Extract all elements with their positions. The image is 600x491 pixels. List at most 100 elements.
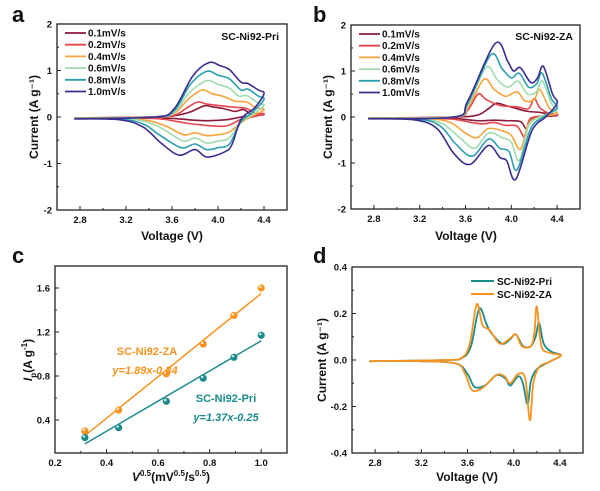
legend-label-b-0: 0.1mV/s	[382, 30, 420, 41]
sample-label-b: SC-Ni92-ZA	[515, 31, 573, 43]
data-point-sc-ni92-pri-4	[230, 353, 238, 361]
y-tick-label-d-2: 0.0	[334, 356, 347, 367]
data-point-sc-ni92-pri-5	[257, 331, 265, 339]
x-tick-label-b-2: 3.6	[459, 214, 472, 225]
y-tick-label-b-1: -1	[338, 159, 347, 170]
x-axis-title-b: Voltage (V)	[435, 229, 497, 243]
cv-curve-b-0-4mv-s	[368, 77, 559, 151]
annotation-za-equation: y=1.89x-0.34	[111, 365, 177, 377]
cv-curve-b-0-1mv-s	[368, 102, 559, 130]
data-point-sc-ni92-pri-0	[81, 434, 89, 442]
cv-curve-a-0-2mv-s	[74, 101, 265, 128]
y-tick-label-a-1: -1	[44, 159, 53, 170]
data-point-highlight-1-4	[231, 354, 235, 358]
legend-b: 0.1mV/s0.2mV/s0.4mV/s0.6mV/s0.8mV/s1.0mV…	[359, 30, 420, 99]
curves-a	[74, 61, 265, 158]
panel-d: d 2.8 3.2 3.6 4.0 4.4 -0.4 -0.2 0.0 0.2 0.4 SC-Ni…	[313, 243, 584, 484]
legend-label-d-0: SC-Ni92-Pri	[497, 277, 552, 288]
x-tick-label-a-0: 2.8	[73, 215, 86, 226]
y-tick-label-c-3: 1.6	[37, 284, 50, 295]
y-tick-label-c-2: 1.2	[37, 328, 50, 339]
x-tick-label-b-1: 3.2	[413, 214, 426, 225]
data-point-highlight-0-5	[258, 285, 262, 289]
data-point-highlight-0-1	[116, 407, 119, 411]
x-title-v: V	[132, 470, 141, 484]
y-tick-label-b-2: 0	[341, 113, 346, 124]
x-tick-label-c-1: 0.4	[100, 458, 114, 469]
y-tick-label-b-0: -2	[338, 205, 346, 216]
cv-curve-b-1-0mv-s	[368, 41, 559, 181]
cv-curve-a-0-8mv-s	[74, 70, 265, 151]
x-tick-label-b-4: 4.4	[550, 214, 564, 225]
data-point-sc-ni92-za-3	[199, 340, 207, 348]
x-title-mid2: /s	[185, 470, 195, 484]
annotation-za-name: SC-Ni92-ZA	[117, 346, 178, 358]
x-tick-label-b-3: 4.0	[505, 214, 518, 225]
data-point-sc-ni92-za-0	[81, 427, 89, 435]
data-point-highlight-1-2	[164, 398, 167, 402]
cv-curve-a-1-0mv-s	[74, 61, 265, 158]
x-title-mid: (mV	[151, 470, 174, 484]
legend-label-b-1: 0.2mV/s	[382, 41, 420, 52]
x-tick-label-d-1: 3.2	[415, 458, 428, 469]
y-tick-label-c-1: 0.8	[37, 372, 50, 383]
x-tick-label-c-4: 1.0	[255, 458, 268, 469]
x-tick-label-d-3: 4.0	[507, 458, 520, 469]
x-axis-title-a: Voltage (V)	[141, 229, 203, 243]
x-axis-title-c: V0.5(mV0.5/s0.5)	[132, 469, 210, 484]
y-tick-label-d-4: 0.4	[334, 263, 348, 274]
cv-curve-b-0-6mv-s	[368, 65, 559, 162]
x-tick-label-d-4: 4.4	[553, 458, 567, 469]
legend-label-d-1: SC-Ni92-ZA	[497, 290, 552, 301]
y-tick-label-a-4: 2	[47, 20, 52, 31]
y-axis-title-d: Current (A g⁻¹)	[315, 318, 329, 402]
sample-label-a: SC-Ni92-Pri	[221, 31, 279, 43]
legend-d: SC-Ni92-Pri SC-Ni92-ZA	[471, 277, 552, 301]
points-c	[81, 284, 265, 442]
data-point-highlight-1-0	[82, 435, 86, 438]
x-tick-label-a-3: 4.0	[211, 215, 224, 226]
x-tick-label-c-3: 0.8	[203, 458, 216, 469]
x-tick-label-b-0: 2.8	[367, 214, 380, 225]
legend-label-a-3: 0.6mV/s	[88, 64, 126, 75]
x-title-end: )	[206, 470, 210, 484]
data-point-highlight-0-4	[231, 313, 235, 316]
y-title-sub: p	[29, 373, 38, 378]
data-point-sc-ni92-pri-3	[199, 374, 207, 382]
data-point-highlight-0-2	[164, 371, 167, 374]
x-axis-title-d: Voltage (V)	[436, 470, 498, 484]
legend-label-a-5: 1.0mV/s	[88, 87, 126, 98]
legend-label-b-2: 0.4mV/s	[382, 53, 420, 64]
y-tick-label-a-3: 1	[47, 66, 53, 77]
x-tick-label-a-2: 3.6	[165, 215, 178, 226]
panel-letter-d: d	[313, 243, 326, 268]
data-point-highlight-0-0	[82, 428, 86, 432]
y-tick-label-d-3: 0.2	[334, 309, 347, 320]
y-tick-label-a-0: -2	[44, 206, 52, 217]
data-point-sc-ni92-za-4	[230, 311, 238, 320]
y-tick-label-d-1: -0.2	[331, 402, 347, 413]
ticks-d: 2.8 3.2 3.6 4.0 4.4 -0.4 -0.2 0.0 0.2 0.4	[331, 263, 568, 470]
data-point-highlight-1-5	[258, 332, 262, 336]
y-title-end: )	[21, 339, 35, 343]
curves-d	[369, 303, 562, 422]
panel-letter-b: b	[313, 2, 326, 27]
panel-c: c 0.2 0.4 0.6 0.8 1.0 0.4 0.8 1.2 1.6 SC-Ni92-ZA…	[12, 243, 288, 484]
legend-label-a-4: 0.8mV/s	[88, 75, 126, 86]
cv-curve-b-0-8mv-s	[368, 52, 559, 172]
data-point-highlight-1-3	[200, 375, 204, 379]
cv-curve-a-0-4mv-s	[74, 89, 265, 137]
x-tick-label-a-4: 4.4	[257, 215, 271, 226]
ticks-c: 0.2 0.4 0.6 0.8 1.0 0.4 0.8 1.2 1.6	[37, 284, 268, 470]
y-tick-label-c-0: 0.4	[37, 416, 51, 427]
panel-letter-c: c	[12, 243, 24, 268]
x-title-sup2: 0.5	[174, 469, 186, 478]
data-point-highlight-1-1	[116, 425, 119, 428]
legend-label-a-2: 0.4mV/s	[88, 52, 126, 63]
x-tick-label-c-2: 0.6	[152, 458, 165, 469]
y-tick-label-a-2: 0	[47, 113, 52, 124]
ticks-b: 2.8 3.2 3.6 4.0 4.4 -2 -1 0 1 2	[338, 21, 565, 226]
plot-frame-c	[54, 265, 288, 454]
y-title-i: I	[21, 377, 35, 381]
